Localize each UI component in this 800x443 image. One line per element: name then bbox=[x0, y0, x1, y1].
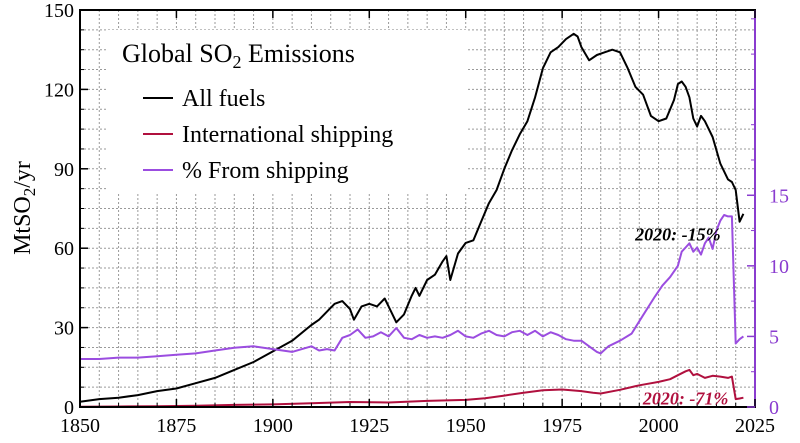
y-axis-label: MtSO2/yr bbox=[10, 161, 39, 255]
series-line-pct bbox=[80, 214, 744, 360]
y-left-tick-label: 90 bbox=[54, 159, 74, 181]
x-tick-label: 1850 bbox=[60, 415, 100, 437]
legend-label-pct: % From shipping bbox=[182, 158, 349, 184]
x-tick-label: 1925 bbox=[349, 415, 389, 437]
y-left-tick-label: 120 bbox=[44, 79, 74, 101]
y-left-tick-label: 150 bbox=[44, 0, 74, 22]
x-tick-label: 2025 bbox=[735, 415, 775, 437]
x-tick-label: 2000 bbox=[639, 415, 679, 437]
annotation-shipping-2020: 2020: -71% bbox=[642, 388, 728, 408]
y-left-tick-label: 60 bbox=[54, 238, 74, 260]
ticks: 1850 1875 1900 1925 1950 1975 2000 202503060901… bbox=[44, 0, 789, 437]
y-right-tick-label: 5 bbox=[769, 326, 779, 348]
legend: Global SO2 Emissions All fuels Internati… bbox=[108, 30, 468, 192]
title-subscript: 2 bbox=[233, 52, 242, 72]
title-main: Global SO bbox=[122, 39, 233, 68]
x-tick-label: 1875 bbox=[156, 415, 196, 437]
legend-label-all: All fuels bbox=[182, 86, 265, 112]
chart-title: Global SO2 Emissions bbox=[122, 39, 355, 72]
series-layer bbox=[79, 32, 745, 408]
annotation-all-fuels-2020: 2020: -15% bbox=[634, 224, 720, 244]
legend-label-ship: International shipping bbox=[182, 122, 393, 148]
y-right-tick-label: 10 bbox=[769, 256, 789, 278]
ylabel-main: MtSO bbox=[10, 196, 36, 255]
x-tick-label: 1975 bbox=[542, 415, 582, 437]
series-line-all bbox=[79, 32, 745, 403]
y-right-tick-label: 15 bbox=[769, 185, 789, 207]
ylabel-subscript: 2 bbox=[20, 188, 39, 197]
y-left-tick-label: 0 bbox=[64, 397, 74, 419]
legend-background bbox=[108, 30, 468, 192]
x-tick-label: 1900 bbox=[253, 415, 293, 437]
title-rest: Emissions bbox=[242, 39, 355, 68]
series-line-ship bbox=[79, 368, 744, 408]
ylabel-rest: /yr bbox=[10, 161, 36, 188]
y-right-tick-label: 0 bbox=[769, 397, 779, 419]
x-tick-label: 1950 bbox=[446, 415, 486, 437]
y-left-tick-label: 30 bbox=[54, 318, 74, 340]
